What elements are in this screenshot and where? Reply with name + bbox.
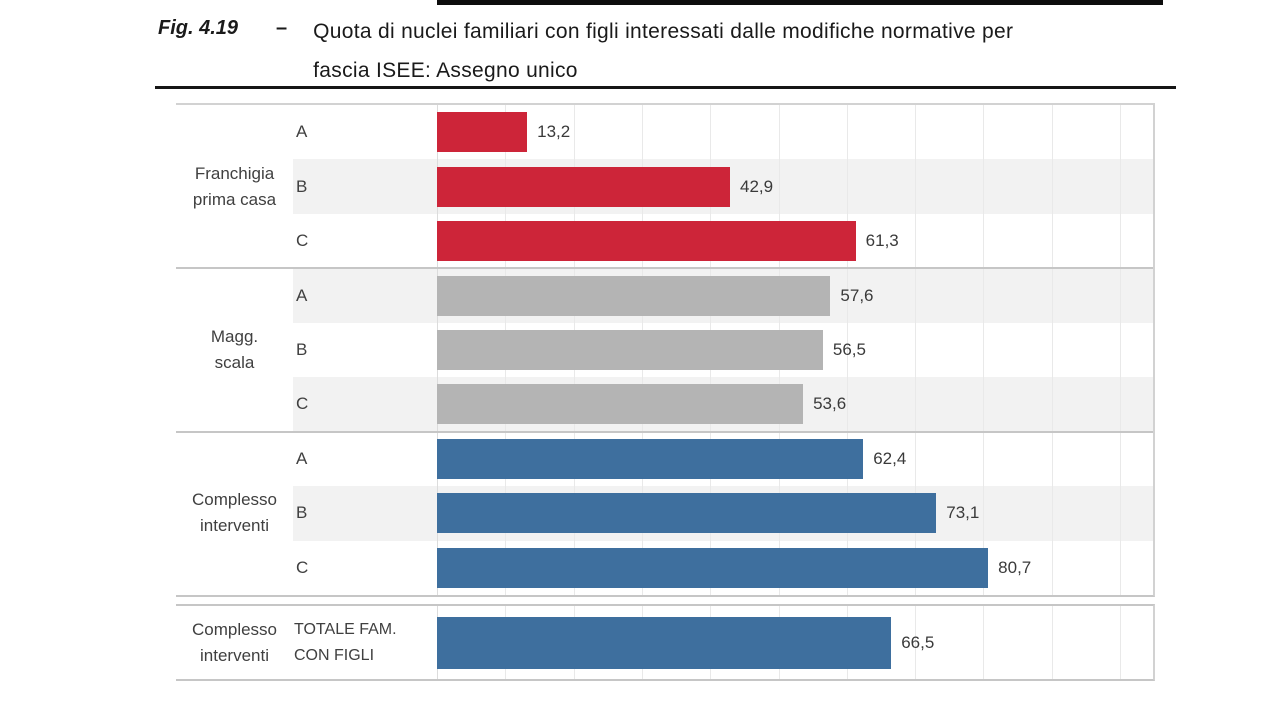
category-label: B — [296, 339, 308, 359]
bar — [437, 493, 937, 534]
group-separator — [176, 267, 1153, 270]
bar-value-label: 53,6 — [813, 394, 847, 414]
x-gridline — [915, 606, 917, 679]
bar-value-label: 61,3 — [865, 231, 899, 251]
top-cropped-artifact-bar — [437, 0, 1163, 5]
bar-value-label: 66,5 — [901, 632, 935, 652]
category-label: B — [296, 503, 308, 523]
total-row-table: Complesso interventi TOTALE FAM. CON FIGLI 6… — [176, 604, 1155, 681]
total-bar — [437, 616, 892, 669]
bar — [437, 547, 989, 588]
category-label: A — [296, 448, 308, 468]
category-label: A — [296, 122, 308, 142]
category-label: C — [296, 394, 309, 414]
bar-value-label: 13,2 — [537, 122, 571, 142]
bar-value-label: 42,9 — [740, 176, 774, 196]
category-label: TOTALE FAM. CON FIGLI — [294, 620, 397, 664]
x-gridline — [1051, 606, 1053, 679]
figure-label: Fig. 4.19 — [158, 17, 239, 39]
x-gridline — [1120, 105, 1121, 595]
category-label: C — [296, 557, 309, 577]
group-label: Complesso interventi — [191, 619, 278, 665]
bar — [437, 275, 831, 316]
bar — [437, 330, 823, 370]
category-label: A — [296, 285, 308, 305]
figure-title-line-1: Quota di nuclei familiari con figli inte… — [313, 20, 1014, 43]
bar — [437, 438, 864, 479]
bar — [437, 221, 856, 262]
bar — [437, 166, 730, 207]
x-gridline — [983, 606, 985, 679]
x-gridline — [1120, 606, 1121, 679]
category-label: C — [296, 231, 309, 251]
bar — [437, 384, 804, 425]
category-label: B — [296, 176, 308, 196]
x-gridline — [1051, 105, 1053, 595]
bar-value-label: 57,6 — [840, 285, 874, 305]
group-label: Franchigia prima casa — [192, 163, 277, 209]
group-label: Magg. scala — [210, 327, 259, 372]
chart-table: A 13,2 B 42,9 C 61,3 Franchigia prima casa A 57,6… — [176, 103, 1155, 597]
figure-title: Quota di nuclei familiari con figli inte… — [313, 12, 1013, 90]
x-gridline — [846, 105, 848, 595]
x-gridline — [983, 105, 985, 595]
bar-value-label: 80,7 — [998, 557, 1032, 577]
x-gridline — [915, 105, 917, 595]
figure-header: Fig. 4.19 – Quota di nuclei familiari co… — [158, 12, 1013, 90]
bar — [437, 112, 528, 153]
figure-dash: – — [276, 17, 288, 39]
bar-value-label: 73,1 — [946, 503, 980, 523]
group-separator — [176, 430, 1153, 433]
bar-value-label: 62,4 — [873, 448, 907, 468]
title-rule — [155, 86, 1176, 89]
figure-title-line-2: fascia ISEE: Assegno unico — [313, 59, 578, 82]
bar-value-label: 56,5 — [832, 339, 866, 359]
group-label: Complesso interventi — [191, 490, 278, 536]
